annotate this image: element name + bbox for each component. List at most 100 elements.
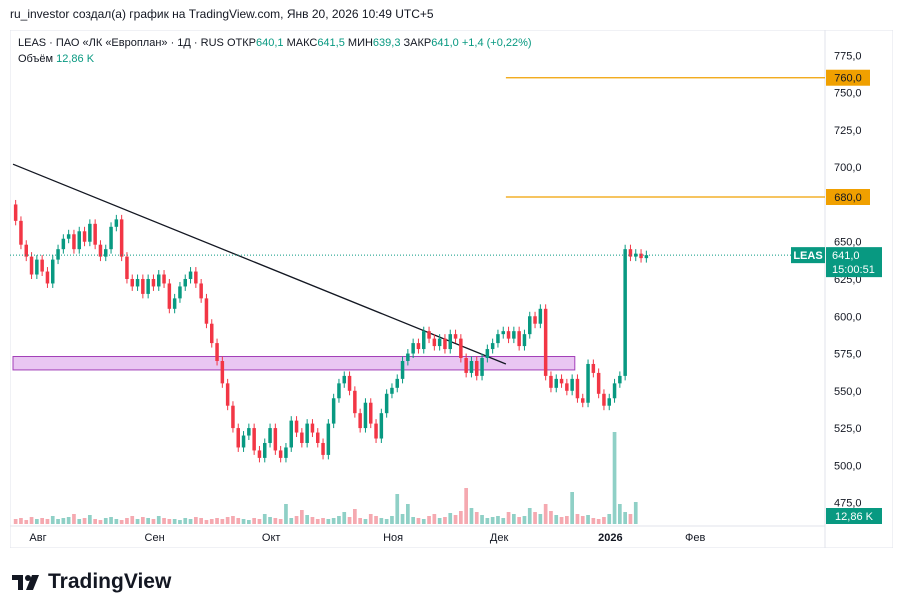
candle-body: [543, 308, 548, 376]
volume-bar: [98, 520, 103, 524]
candle-body: [358, 413, 362, 429]
volume-tag-label: 12,86 K: [835, 511, 874, 523]
candle-body: [194, 271, 198, 284]
x-tick-label: Сен: [145, 532, 165, 544]
volume-bar: [358, 518, 362, 524]
volume-bar: [278, 519, 283, 524]
candle-body: [114, 219, 119, 227]
candle-body: [443, 338, 447, 350]
volume-bar: [72, 514, 76, 524]
volume-bar: [151, 519, 156, 524]
candle-body: [82, 231, 87, 242]
volume-bar: [623, 512, 627, 524]
horizontal-level-label: 760,0: [834, 73, 862, 85]
candle-body: [559, 378, 564, 384]
candle-body: [215, 343, 219, 361]
candle-body: [596, 372, 601, 394]
price-chart[interactable]: 475,0500,0525,0550,0575,0600,0625,0650,0…: [10, 30, 893, 548]
volume-bar: [209, 519, 214, 524]
volume-bar: [125, 518, 129, 524]
legend-symbol[interactable]: LEAS · ПАО «ЛК «Европлан» · 1Д · RUS: [18, 37, 224, 49]
candle-body: [342, 375, 346, 384]
volume-bar: [93, 519, 97, 524]
candle-body: [490, 343, 495, 350]
volume-bar: [119, 520, 124, 524]
chart-frame[interactable]: 475,0 500,0 525,0 550,0 575,0 600,0 625,0 650,0…: [10, 30, 893, 548]
volume-bar: [268, 517, 272, 524]
volume-bar: [156, 516, 161, 524]
candle-body: [225, 383, 230, 406]
candle-body: [411, 343, 415, 354]
candle-body: [607, 398, 611, 406]
candle-body: [188, 271, 193, 279]
candle-body: [506, 331, 511, 339]
candle-body: [390, 387, 394, 394]
tradingview-logo[interactable]: TradingView: [12, 570, 171, 594]
candle-countdown: 15:00:51: [832, 264, 875, 276]
volume-bar: [485, 518, 490, 524]
candle-body: [316, 432, 320, 443]
candle-body: [337, 383, 341, 399]
candle-body: [109, 226, 113, 250]
volume-bar: [321, 518, 325, 524]
candle-body: [363, 402, 368, 429]
candle-body: [300, 432, 304, 443]
candle-body: [459, 338, 463, 359]
volume-bar: [162, 518, 166, 524]
candle-body: [422, 331, 426, 350]
volume-bar: [363, 519, 368, 524]
y-tick-label: 775,0: [834, 50, 862, 62]
legend-volume-label[interactable]: Объём: [18, 53, 54, 65]
candle-body: [45, 271, 50, 284]
volume-bar: [103, 518, 108, 524]
volume-bar: [231, 516, 235, 524]
candle-body: [369, 402, 373, 424]
candle-body: [565, 383, 569, 391]
volume-bar: [437, 518, 442, 524]
candle-body: [157, 274, 161, 287]
volume-bar: [575, 514, 580, 524]
candle-body: [199, 283, 203, 299]
legend-high-label: МАКС: [286, 37, 318, 49]
candle-body: [172, 298, 177, 309]
legend-low-value: 639,3: [372, 37, 401, 49]
volume-bar: [29, 517, 34, 524]
volume-bar: [114, 519, 119, 524]
horizontal-level-label: 680,0: [834, 192, 862, 204]
volume-bar: [353, 509, 357, 524]
candle-body: [618, 375, 622, 384]
candle-body: [464, 358, 468, 373]
volume-bar: [342, 512, 347, 524]
volume-bar: [141, 517, 145, 524]
volume-bar: [77, 519, 82, 524]
volume-bar: [135, 519, 140, 524]
volume-bar: [586, 515, 590, 524]
candle-body: [528, 316, 532, 335]
candle-body: [247, 428, 251, 436]
legend-low-label: МИН: [347, 37, 373, 49]
candle-body: [162, 274, 166, 284]
x-tick-label: Ноя: [383, 532, 403, 544]
volume-bar: [469, 508, 474, 524]
volume-bar: [199, 518, 203, 524]
y-tick-label: 725,0: [834, 125, 862, 137]
tradingview-logo-icon: [12, 575, 39, 590]
candle-body: [310, 423, 315, 433]
volume-bar: [618, 504, 622, 524]
volume-tag-bg: [826, 508, 882, 524]
volume-bar: [459, 511, 463, 524]
volume-bar: [220, 519, 225, 524]
volume-bar: [35, 519, 39, 524]
volume-bar: [273, 518, 278, 524]
candle-body: [432, 338, 437, 347]
y-tick-label: 525,0: [834, 423, 862, 435]
candle-body: [263, 442, 267, 458]
x-tick-label: 2026: [598, 532, 622, 544]
volume-bar: [512, 514, 516, 524]
candle-body: [326, 423, 331, 455]
candle-body: [400, 360, 405, 379]
tradingview-logo-text: TradingView: [48, 570, 172, 593]
volume-bar: [326, 519, 331, 524]
candle-body: [268, 428, 272, 443]
volume-bar: [167, 519, 172, 524]
